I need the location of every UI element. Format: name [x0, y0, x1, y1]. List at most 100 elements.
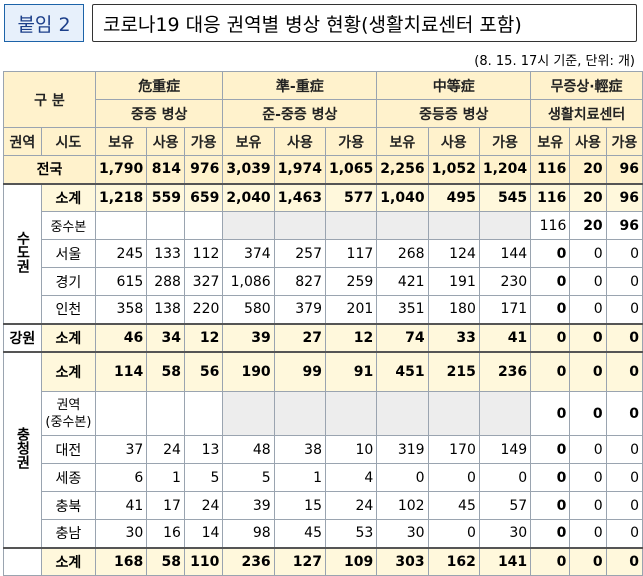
table-cell: 116 [530, 155, 571, 184]
table-cell: 0 [530, 519, 571, 548]
table-cell: 4 [324, 463, 378, 492]
table-cell: 116 [530, 211, 571, 240]
table-cell: 168 [94, 546, 148, 576]
table-cell: 10 [324, 435, 378, 464]
table-cell: 117 [324, 239, 378, 268]
table-cell: 0 [605, 350, 643, 392]
table-cell: 45 [427, 491, 480, 520]
table-cell: 1,065 [324, 155, 378, 184]
table-cell: 0 [605, 546, 643, 576]
sido-label: 권역 (중수본) [40, 391, 96, 436]
table-cell: 545 [478, 182, 532, 212]
header-avail: 가용 [324, 127, 378, 156]
region-chungcheong: 충청권 [3, 350, 42, 548]
table-cell: 133 [146, 239, 185, 268]
table-cell: 12 [183, 322, 224, 352]
table-cell: 0 [605, 239, 643, 268]
table-cell [376, 211, 429, 240]
table-cell: 45 [273, 519, 326, 548]
table-cell [94, 391, 148, 436]
table-cell: 30 [376, 519, 429, 548]
table-cell: 0 [530, 435, 571, 464]
table-cell: 39 [222, 491, 275, 520]
table-cell: 0 [427, 519, 480, 548]
table-cell: 38 [273, 435, 326, 464]
table-cell: 245 [94, 239, 148, 268]
table-cell: 37 [94, 435, 148, 464]
header-mild-sub: 생활치료센터 [530, 99, 643, 128]
table-cell: 0 [605, 267, 643, 296]
table-cell [273, 391, 326, 436]
header-critical: 危重症 [94, 71, 224, 100]
table-cell: 2,256 [376, 155, 429, 184]
table-cell: 96 [605, 211, 643, 240]
table-cell: 495 [427, 182, 480, 212]
table-cell: 171 [478, 295, 532, 324]
table-cell: 230 [478, 267, 532, 296]
table-cell: 0 [605, 463, 643, 492]
table-cell [94, 211, 148, 240]
table-cell: 559 [146, 182, 185, 212]
table-cell: 41 [478, 322, 532, 352]
table-cell [273, 211, 326, 240]
table-cell: 48 [222, 435, 275, 464]
table-cell [146, 211, 185, 240]
header-gubun: 구 분 [3, 71, 96, 128]
table-cell: 180 [427, 295, 480, 324]
table-cell: 577 [324, 182, 378, 212]
table-cell: 191 [427, 267, 480, 296]
table-cell: 27 [273, 322, 326, 352]
table-cell: 0 [530, 463, 571, 492]
sido-label: 충북 [40, 491, 96, 520]
table-cell [427, 211, 480, 240]
table-cell: 1,052 [427, 155, 480, 184]
table-cell: 24 [146, 435, 185, 464]
table-cell: 170 [427, 435, 480, 464]
table-cell: 33 [427, 322, 480, 352]
header-sido: 시도 [40, 127, 96, 156]
attachment-tag: 붙임 2 [4, 4, 84, 42]
table-cell: 0 [427, 463, 480, 492]
table-cell: 0 [605, 435, 643, 464]
table-cell: 0 [569, 435, 607, 464]
table-cell: 30 [478, 519, 532, 548]
table-cell: 0 [605, 491, 643, 520]
national-label: 전국 [3, 155, 96, 184]
sido-label: 경기 [40, 267, 96, 296]
table-cell: 109 [324, 546, 378, 576]
table-cell: 57 [478, 491, 532, 520]
table-cell: 0 [530, 546, 571, 576]
table-cell: 236 [478, 350, 532, 392]
table-cell: 114 [94, 350, 148, 392]
header-use: 사용 [146, 127, 185, 156]
sido-label: 세종 [40, 463, 96, 492]
region-next [3, 546, 42, 576]
table-cell: 351 [376, 295, 429, 324]
table-cell: 1,040 [376, 182, 429, 212]
table-cell: 162 [427, 546, 480, 576]
table-cell: 1,086 [222, 267, 275, 296]
table-cell: 319 [376, 435, 429, 464]
header-have: 보유 [94, 127, 148, 156]
table-cell: 0 [530, 267, 571, 296]
table-cell: 15 [273, 491, 326, 520]
table-cell: 220 [183, 295, 224, 324]
table-cell: 144 [478, 239, 532, 268]
table-cell: 0 [530, 322, 571, 352]
table-cell: 12 [324, 322, 378, 352]
table-cell: 24 [183, 491, 224, 520]
table-cell: 58 [146, 546, 185, 576]
table-cell: 0 [569, 519, 607, 548]
table-cell [478, 211, 532, 240]
table-cell: 0 [569, 322, 607, 352]
table-cell [478, 391, 532, 436]
row-capital-subtotal: 수도권 소계 1,218 559 659 2,040 1,463 577 1,040 49… [3, 182, 643, 324]
table-cell: 0 [569, 546, 607, 576]
header-have: 보유 [376, 127, 429, 156]
